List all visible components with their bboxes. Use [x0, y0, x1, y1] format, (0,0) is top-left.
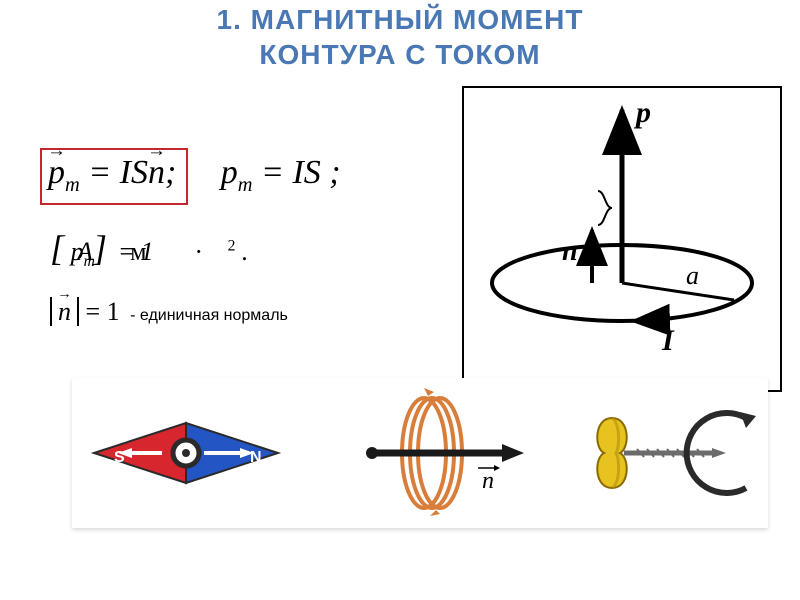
coil-diagram: n — [366, 388, 524, 516]
formula-block: pm = ISn; pm = IS ; [ pmA] =м1 · 2 . n =… — [40, 148, 341, 327]
compass-n-label: N — [250, 449, 262, 466]
label-I: I — [661, 324, 675, 357]
moment-diagram-svg: p n a I — [464, 88, 780, 390]
unit-normal-row: n = 1 - единичная нормаль — [50, 297, 341, 327]
norm-abs: n — [50, 297, 79, 326]
coil-n-label: n — [482, 468, 494, 494]
bottom-panel-svg: S N n — [72, 378, 768, 528]
plain-formula: pm = IS ; — [221, 154, 341, 197]
units-formula: [ pmA] =м1 · 2 . — [50, 227, 341, 271]
compass-s-label: S — [114, 449, 125, 466]
norm-eq: = 1 — [79, 297, 120, 326]
boxed-formula: pm = ISn; — [40, 148, 188, 205]
gimlet-diagram — [597, 412, 756, 493]
label-p: p — [633, 96, 651, 129]
slide-title: 1. МАГНИТНЫЙ МОМЕНТ КОНТУРА С ТОКОМ — [0, 0, 800, 72]
title-line-1: 1. МАГНИТНЫЙ МОМЕНТ — [217, 4, 584, 35]
label-a: a — [686, 261, 699, 290]
bottom-panel: S N n — [72, 378, 768, 528]
moment-diagram: p n a I — [462, 86, 782, 392]
unit-normal-label: - единичная нормаль — [130, 307, 288, 324]
compass-diagram: S N — [94, 423, 278, 483]
label-n: n — [562, 236, 578, 267]
title-line-2: КОНТУРА С ТОКОМ — [259, 39, 540, 70]
